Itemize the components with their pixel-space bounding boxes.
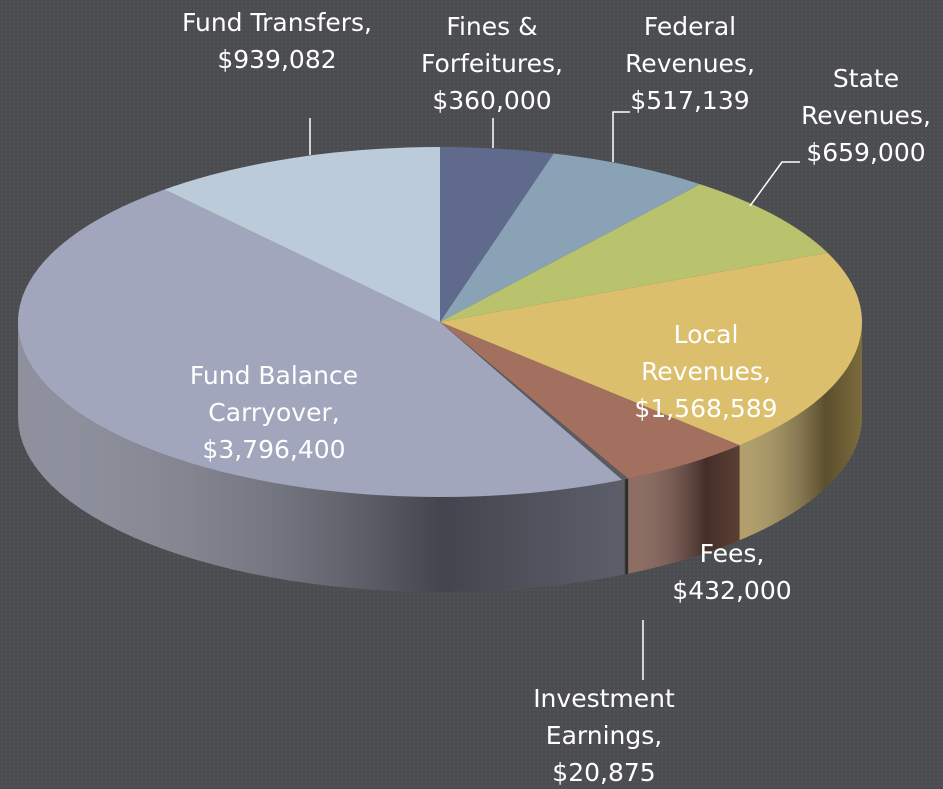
category-label: Fund Transfers, [181, 8, 372, 37]
pie-slice [440, 252, 863, 446]
pie-sides [18, 322, 862, 592]
pie-slice [440, 322, 740, 479]
value-label: $1,568,589 [634, 394, 778, 423]
category-label: Fines & Forfeitures, [421, 12, 563, 78]
pie-side-shade [739, 322, 862, 541]
value-label: $20,875 [552, 758, 656, 787]
category-label: Fees, [699, 539, 765, 568]
pie-slice [440, 147, 554, 322]
category-label: Fund Balance Carryover, [189, 361, 359, 427]
pie-slice [440, 153, 701, 322]
data-label: State Revenues, $659,000 [791, 60, 941, 171]
pie-side-shade [628, 445, 740, 574]
data-label: Fines & Forfeitures, $360,000 [392, 8, 592, 119]
data-label: Local Revenues, $1,568,589 [606, 316, 806, 427]
value-label: $432,000 [672, 576, 792, 605]
pie-slice [440, 322, 629, 480]
leader-line [612, 111, 630, 162]
category-label: State Revenues, [801, 64, 931, 130]
category-label: Local Revenues, [641, 320, 771, 386]
data-label: Fund Transfers, $939,082 [177, 4, 377, 78]
leader-line [749, 161, 800, 207]
pie-slice [164, 147, 440, 322]
data-label: Fund Balance Carryover, $3,796,400 [179, 357, 369, 468]
pie-side-shade [622, 478, 629, 575]
data-label: Fees, $432,000 [632, 535, 832, 609]
value-label: $659,000 [806, 138, 926, 167]
leader-lines [309, 111, 800, 680]
pie-tops [18, 147, 863, 498]
value-label: $360,000 [432, 86, 552, 115]
category-label: Federal Revenues, [625, 12, 755, 78]
pie-slice [440, 184, 828, 322]
data-label: Federal Revenues, $517,139 [590, 8, 790, 119]
category-label: Investment Earnings, [533, 684, 675, 750]
value-label: $3,796,400 [202, 435, 346, 464]
value-label: $939,082 [217, 45, 337, 74]
data-label: Investment Earnings, $20,875 [504, 680, 704, 789]
pie-side-shade [18, 322, 623, 592]
value-label: $517,139 [630, 86, 750, 115]
pie-slice [18, 189, 623, 498]
